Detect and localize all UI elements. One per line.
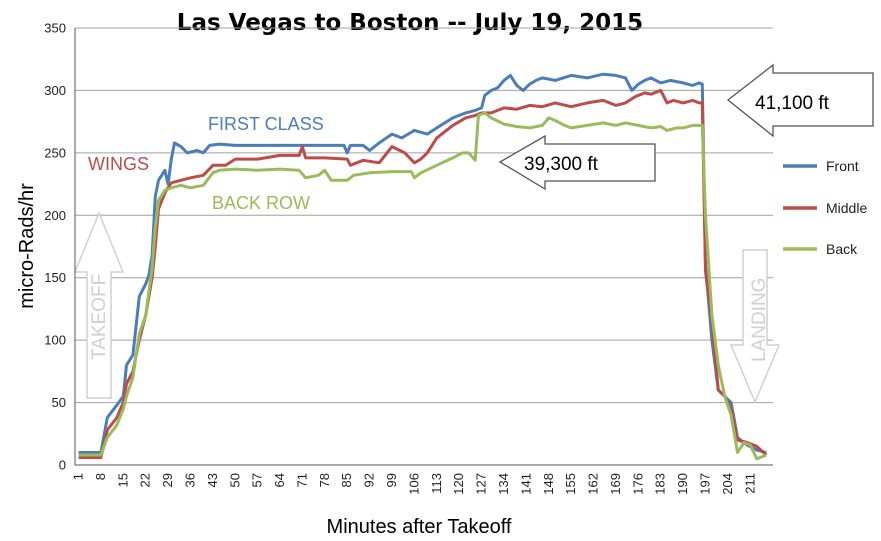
y-axis-title: micro-Rads/hr [16, 183, 38, 309]
x-tick-label: 50 [227, 473, 242, 487]
first-class-label: FIRST CLASS [208, 114, 324, 134]
altitude-high-arrow: 41,100 ft [726, 63, 874, 138]
takeoff-arrow: TAKEOFF [73, 211, 125, 399]
x-tick-label: 148 [541, 473, 556, 495]
y-tick-label: 50 [52, 395, 66, 410]
x-tick-label: 141 [518, 473, 533, 495]
x-tick-label: 176 [630, 473, 645, 495]
y-tick-label: 0 [59, 458, 66, 473]
landing-label: LANDING [749, 278, 770, 362]
series-lines [78, 72, 768, 461]
series-line-front [78, 72, 767, 454]
y-tick-label: 300 [44, 83, 66, 98]
x-tick-label: 127 [474, 473, 489, 495]
y-tick-label: 150 [44, 270, 66, 285]
legend: Front Middle Back [783, 158, 867, 257]
x-tick-label: 29 [160, 473, 175, 487]
wings-label: WINGS [88, 154, 149, 174]
x-tick-label: 64 [272, 473, 287, 487]
x-tick-label: 120 [451, 473, 466, 495]
x-tick-label: 99 [384, 473, 399, 487]
landing-arrow: LANDING [729, 249, 781, 404]
altitude-high-label: 41,100 ft [755, 93, 830, 114]
x-tick-label: 43 [205, 473, 220, 487]
x-tick-label: 1 [71, 473, 86, 480]
x-tick-label: 162 [586, 473, 601, 495]
x-axis-title: Minutes after Takeoff [327, 516, 512, 538]
x-tick-label: 71 [294, 473, 309, 487]
x-tick-label: 22 [138, 473, 153, 487]
x-tick-label: 85 [339, 473, 354, 487]
x-tick-label: 78 [317, 473, 332, 487]
x-tick-label: 15 [115, 473, 130, 487]
altitude-low-arrow: 39,300 ft [498, 134, 656, 191]
series-line-back [78, 111, 767, 461]
altitude-low-label: 39,300 ft [524, 154, 599, 175]
chart-title: Las Vegas to Boston -- July 19, 2015 [177, 10, 643, 36]
x-tick-label: 113 [429, 473, 444, 494]
x-tick-label: 190 [675, 473, 690, 495]
legend-back-label: Back [826, 241, 858, 257]
x-tick-label: 57 [250, 473, 265, 487]
series-line-middle [78, 88, 768, 459]
x-tick-label: 204 [720, 473, 735, 495]
x-tick-label: 36 [182, 473, 197, 487]
x-tick-label: 183 [653, 473, 668, 495]
takeoff-label: TAKEOFF [89, 274, 110, 360]
x-tick-label: 134 [496, 473, 511, 495]
y-tick-label: 100 [44, 333, 66, 348]
x-tick-labels: 1 8 15 22 29 36 43 50 57 64 71 78 85 92 99 106 113 120 127… [71, 473, 758, 495]
x-tick-label: 197 [698, 473, 713, 495]
x-tick-label: 169 [608, 473, 623, 495]
x-tick-label: 211 [742, 473, 757, 494]
y-tick-labels: 0 50 100 150 200 250 300 350 [44, 21, 66, 473]
x-tick-label: 155 [563, 473, 578, 495]
x-tick-label: 92 [362, 473, 377, 487]
gridlines [75, 27, 773, 404]
y-tick-label: 250 [44, 145, 66, 160]
y-tick-label: 350 [44, 21, 66, 36]
back-row-label: BACK ROW [212, 193, 310, 213]
legend-front-label: Front [826, 158, 859, 174]
y-tick-label: 200 [44, 208, 66, 223]
x-tick-label: 106 [406, 473, 421, 495]
legend-middle-label: Middle [826, 200, 867, 216]
x-tick-label: 8 [93, 473, 108, 480]
